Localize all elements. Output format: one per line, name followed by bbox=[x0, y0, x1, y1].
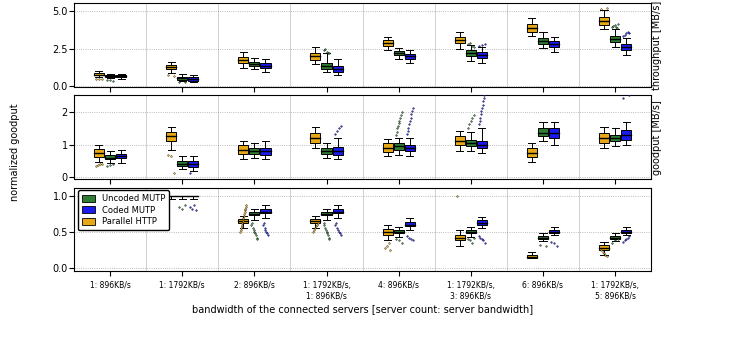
Bar bbox=[477, 52, 487, 58]
Bar bbox=[454, 37, 465, 43]
Bar bbox=[527, 24, 537, 32]
Bar bbox=[188, 161, 198, 167]
Bar bbox=[549, 231, 559, 233]
Bar bbox=[310, 219, 320, 223]
Bar bbox=[405, 54, 415, 59]
Bar bbox=[260, 209, 271, 213]
Bar bbox=[599, 245, 609, 251]
Bar bbox=[621, 130, 631, 140]
Bar bbox=[238, 219, 249, 223]
Bar bbox=[94, 148, 104, 157]
Bar bbox=[105, 75, 115, 77]
Bar bbox=[238, 145, 249, 154]
Bar bbox=[394, 230, 404, 233]
Bar bbox=[405, 222, 415, 226]
Bar bbox=[383, 40, 393, 46]
Bar bbox=[321, 148, 332, 154]
Bar bbox=[383, 143, 393, 152]
Bar bbox=[538, 236, 548, 239]
Bar bbox=[454, 235, 465, 240]
Bar bbox=[332, 147, 343, 155]
Bar bbox=[116, 75, 127, 77]
Bar bbox=[94, 73, 104, 76]
Bar bbox=[321, 63, 332, 69]
Bar bbox=[260, 63, 271, 68]
Bar bbox=[538, 128, 548, 137]
Bar bbox=[394, 143, 404, 149]
Bar bbox=[477, 220, 487, 225]
X-axis label: bandwidth of the connected servers [server count: server bandwidth]: bandwidth of the connected servers [serv… bbox=[192, 304, 533, 315]
Bar bbox=[332, 209, 343, 213]
Bar bbox=[105, 155, 115, 159]
Bar bbox=[188, 77, 198, 81]
Bar bbox=[465, 140, 476, 146]
Bar bbox=[166, 65, 176, 69]
Bar bbox=[454, 137, 465, 145]
Bar bbox=[527, 148, 537, 157]
Bar bbox=[549, 128, 559, 138]
Bar bbox=[465, 230, 476, 233]
Bar bbox=[610, 236, 620, 239]
Bar bbox=[310, 53, 320, 60]
Bar bbox=[116, 154, 127, 158]
Bar bbox=[177, 161, 187, 166]
Bar bbox=[332, 65, 343, 72]
Bar bbox=[238, 57, 249, 63]
Bar bbox=[610, 36, 620, 42]
Bar bbox=[599, 133, 609, 143]
Y-axis label: throughput [MB/s]: throughput [MB/s] bbox=[652, 1, 662, 90]
Bar bbox=[249, 212, 260, 215]
Text: normalized goodput: normalized goodput bbox=[10, 104, 20, 201]
Bar bbox=[249, 148, 260, 154]
Y-axis label: goodput [MB/s]: goodput [MB/s] bbox=[652, 100, 662, 175]
Bar bbox=[527, 255, 537, 258]
Bar bbox=[538, 38, 548, 44]
Bar bbox=[465, 50, 476, 56]
Bar bbox=[549, 41, 559, 47]
Bar bbox=[621, 231, 631, 233]
Bar bbox=[260, 148, 271, 155]
Bar bbox=[477, 141, 487, 148]
Bar bbox=[321, 212, 332, 215]
Bar bbox=[394, 51, 404, 55]
Legend: Uncoded MUTP, Coded MUTP, Parallel HTTP: Uncoded MUTP, Coded MUTP, Parallel HTTP bbox=[78, 190, 169, 230]
Bar bbox=[166, 132, 176, 141]
Bar bbox=[599, 17, 609, 24]
Bar bbox=[249, 62, 260, 66]
Bar bbox=[405, 145, 415, 151]
Bar bbox=[177, 77, 187, 80]
Bar bbox=[383, 229, 393, 235]
Bar bbox=[610, 135, 620, 141]
Bar bbox=[621, 44, 631, 51]
Bar bbox=[310, 133, 320, 143]
